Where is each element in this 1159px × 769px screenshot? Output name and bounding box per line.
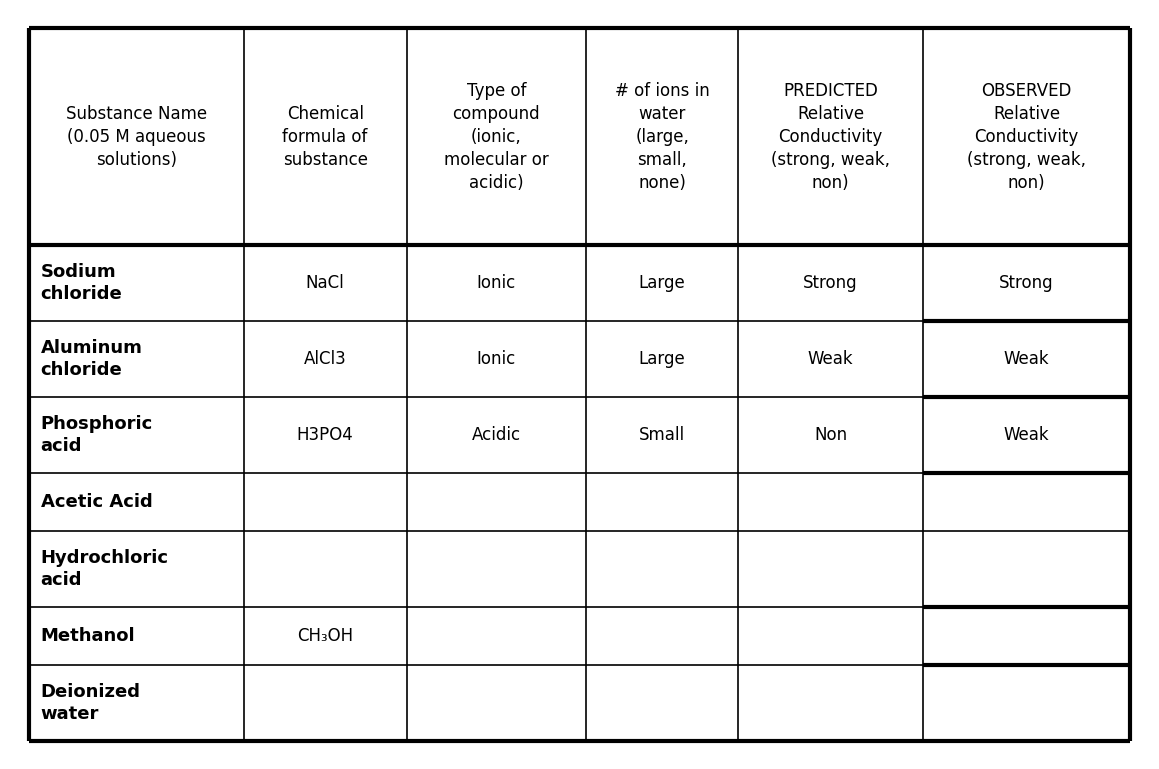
Text: OBSERVED
Relative
Conductivity
(strong, weak,
non): OBSERVED Relative Conductivity (strong, … [967, 82, 1086, 191]
Text: Large: Large [639, 275, 685, 292]
Text: CH₃OH: CH₃OH [297, 627, 353, 644]
Text: Acidic: Acidic [472, 426, 520, 444]
Text: PREDICTED
Relative
Conductivity
(strong, weak,
non): PREDICTED Relative Conductivity (strong,… [771, 82, 890, 191]
Text: Ionic: Ionic [476, 275, 516, 292]
Text: Methanol: Methanol [41, 627, 136, 644]
Text: Weak: Weak [1004, 350, 1049, 368]
Text: Phosphoric
acid: Phosphoric acid [41, 414, 153, 455]
Text: NaCl: NaCl [306, 275, 344, 292]
Text: Strong: Strong [999, 275, 1054, 292]
Text: Non: Non [814, 426, 847, 444]
Text: Strong: Strong [803, 275, 858, 292]
Text: Chemical
formula of
substance: Chemical formula of substance [283, 105, 367, 169]
Text: Large: Large [639, 350, 685, 368]
Text: Small: Small [639, 426, 685, 444]
Text: Substance Name
(0.05 M aqueous
solutions): Substance Name (0.05 M aqueous solutions… [66, 105, 207, 169]
Text: AlCl3: AlCl3 [304, 350, 347, 368]
Text: Acetic Acid: Acetic Acid [41, 493, 152, 511]
Text: Weak: Weak [808, 350, 853, 368]
Text: Ionic: Ionic [476, 350, 516, 368]
Text: Hydrochloric
acid: Hydrochloric acid [41, 548, 168, 589]
Text: H3PO4: H3PO4 [297, 426, 353, 444]
Text: Weak: Weak [1004, 426, 1049, 444]
Text: Aluminum
chloride: Aluminum chloride [41, 339, 143, 379]
Text: Deionized
water: Deionized water [41, 683, 140, 723]
Text: # of ions in
water
(large,
small,
none): # of ions in water (large, small, none) [614, 82, 709, 191]
Text: Sodium
chloride: Sodium chloride [41, 263, 123, 304]
Text: Type of
compound
(ionic,
molecular or
acidic): Type of compound (ionic, molecular or ac… [444, 82, 548, 191]
